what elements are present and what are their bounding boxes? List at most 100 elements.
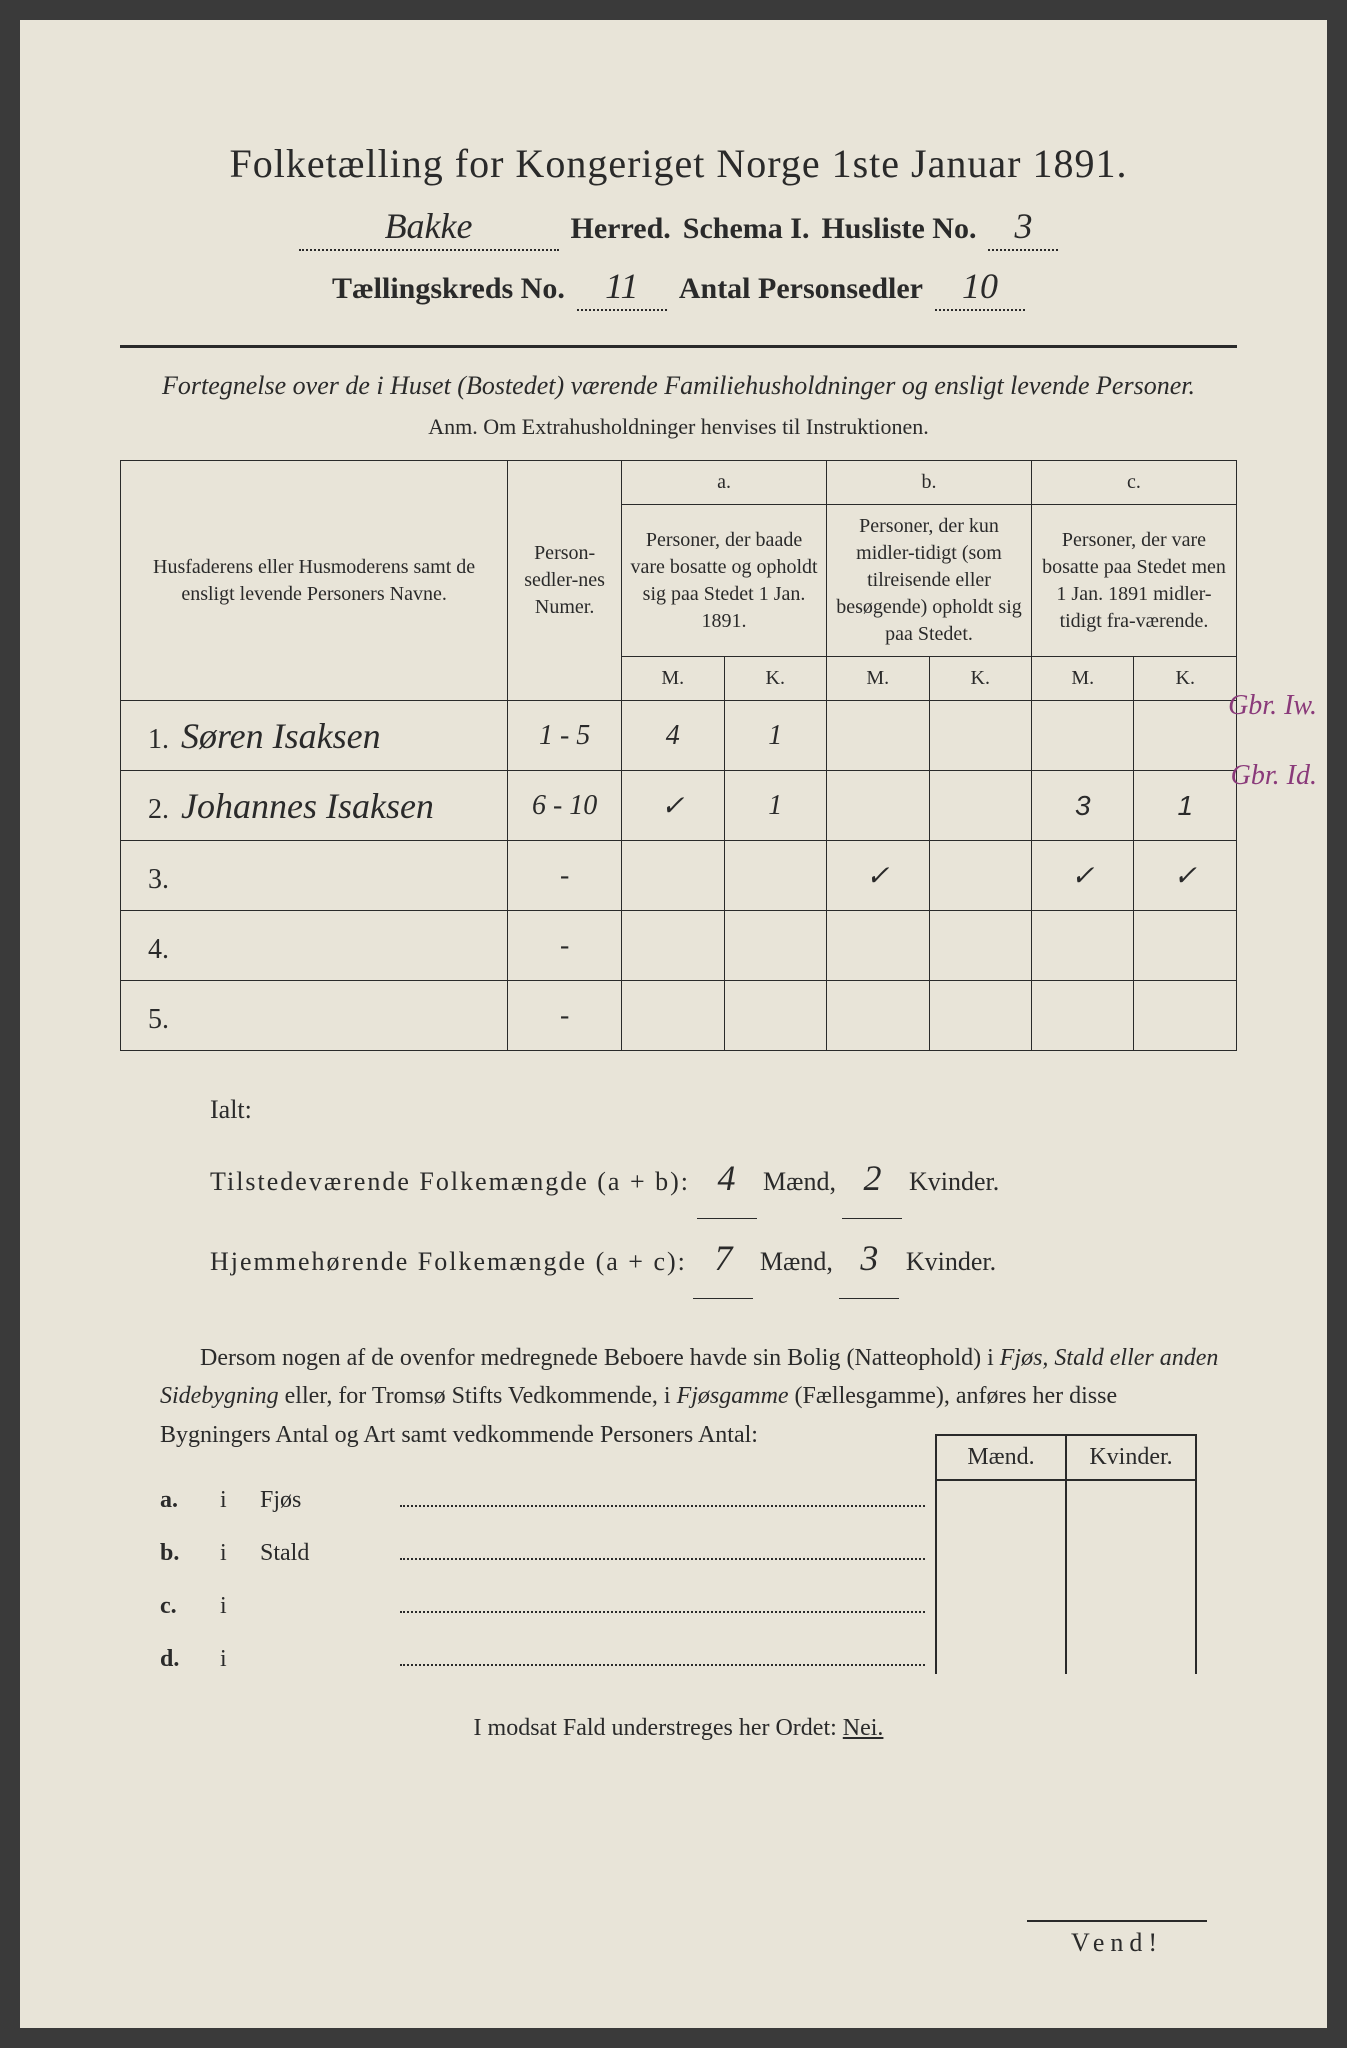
outbuild-row: b.iStald [160, 1527, 935, 1580]
outbuild-dots [400, 1505, 925, 1507]
cell-ak [724, 911, 826, 981]
outbuild-dots [400, 1611, 925, 1613]
outbuild-mk: Mænd. Kvinder. [935, 1434, 1197, 1674]
header-block: Bakke Herred. Schema I. Husliste No. 3 T… [120, 205, 1237, 348]
cell-num: - [508, 911, 622, 981]
cell-bk [929, 841, 1031, 911]
summary-1-m: 4 [697, 1139, 757, 1219]
summary-1-k: 2 [842, 1139, 902, 1219]
census-form-page: Folketælling for Kongeriget Norge 1ste J… [20, 20, 1327, 2028]
cell-cm: 3 [1031, 771, 1133, 841]
outbuild-label: Stald [260, 1527, 400, 1580]
modsat-line: I modsat Fald understreges her Ordet: Ne… [120, 1715, 1237, 1742]
outbuild-kvinder-hdr: Kvinder. [1067, 1444, 1195, 1481]
ialt-label: Ialt: [210, 1081, 1237, 1138]
th-am: M. [622, 657, 724, 701]
th-c-letter: c. [1031, 461, 1236, 505]
schema-label: Schema I. [683, 212, 810, 246]
cell-num: - [508, 981, 622, 1051]
summary-2-k: 3 [839, 1219, 899, 1299]
herred-value: Bakke [299, 205, 559, 251]
vend-footer: Vend! [1027, 1920, 1207, 1958]
para-1c: eller, for Tromsø Stifts Vedkommende, i [279, 1383, 677, 1409]
th-b-letter: b. [827, 461, 1032, 505]
page-title: Folketælling for Kongeriget Norge 1ste J… [120, 140, 1237, 187]
th-a-text: Personer, der baade vare bosatte og opho… [622, 505, 827, 657]
cell-am: ✓ [622, 771, 724, 841]
kreds-value: 11 [577, 265, 667, 311]
margin-annotation: Gbr. Iw. [1228, 690, 1317, 722]
outbuild-dots [400, 1664, 925, 1666]
outbuild-row: c.i [160, 1580, 935, 1633]
cell-ak [724, 841, 826, 911]
kvinder-label-2: Kvinder. [906, 1247, 996, 1276]
outbuild-tag: c. [160, 1580, 220, 1633]
cell-am: 4 [622, 701, 724, 771]
outbuild-rows: a.iFjøsb.iStaldc.id.i [160, 1474, 935, 1685]
margin-annotation: Gbr. Id. [1231, 760, 1317, 792]
outbuilding-table: a.iFjøsb.iStaldc.id.i Mænd. Kvinder. [160, 1474, 1197, 1685]
cell-ck: 1 [1134, 771, 1237, 841]
th-bm: M. [827, 657, 929, 701]
anm-note: Anm. Om Extrahusholdninger henvises til … [120, 414, 1237, 440]
th-name: Husfaderens eller Husmoderens samt de en… [121, 461, 508, 701]
th-a-letter: a. [622, 461, 827, 505]
cell-num: 1 - 5 [508, 701, 622, 771]
cell-name: 3. [121, 841, 508, 911]
cell-am [622, 981, 724, 1051]
outbuild-i: i [220, 1633, 260, 1686]
outbuild-tag: b. [160, 1527, 220, 1580]
summary-2-label: Hjemmehørende Folkemængde (a + c): [210, 1247, 687, 1276]
husliste-label: Husliste No. [821, 212, 976, 246]
table-row: 5.- [121, 981, 1237, 1051]
outbuild-dots [400, 1558, 925, 1560]
outbuild-label: Fjøs [260, 1474, 400, 1527]
cell-bk [929, 771, 1031, 841]
header-line-2: Tællingskreds No. 11 Antal Personsedler … [120, 265, 1237, 311]
antal-label: Antal Personsedler [679, 272, 923, 306]
antal-value: 10 [935, 265, 1025, 311]
cell-cm [1031, 701, 1133, 771]
cell-name: 2.Johannes Isaksen [121, 771, 508, 841]
para-1a: Dersom nogen af de ovenfor medregnede Be… [200, 1345, 1000, 1371]
cell-name: 1.Søren Isaksen [121, 701, 508, 771]
cell-name: 4. [121, 911, 508, 981]
cell-ak: 1 [724, 771, 826, 841]
outbuild-maend-col: Mænd. [937, 1436, 1067, 1674]
summary-1-label: Tilstedeværende Folkemængde (a + b): [210, 1167, 690, 1196]
cell-ck [1134, 701, 1237, 771]
maend-label-2: Mænd, [760, 1247, 833, 1276]
table-row: 2.Johannes Isaksen6 - 10✓131 [121, 771, 1237, 841]
th-ak: K. [724, 657, 826, 701]
cell-bm [827, 771, 929, 841]
table-row: 1.Søren Isaksen1 - 541 [121, 701, 1237, 771]
summary-block: Ialt: Tilstedeværende Folkemængde (a + b… [210, 1081, 1237, 1299]
cell-ck [1134, 911, 1237, 981]
outbuild-i: i [220, 1580, 260, 1633]
kvinder-label-1: Kvinder. [909, 1167, 999, 1196]
main-table: Husfaderens eller Husmoderens samt de en… [120, 460, 1237, 1051]
modsat-text: I modsat Fald understreges her Ordet: [474, 1715, 843, 1741]
maend-label-1: Mænd, [763, 1167, 836, 1196]
cell-ck: ✓ [1134, 841, 1237, 911]
th-ck: K. [1134, 657, 1237, 701]
cell-am [622, 911, 724, 981]
summary-line-1: Tilstedeværende Folkemængde (a + b): 4 M… [210, 1139, 1237, 1219]
summary-line-2: Hjemmehørende Folkemængde (a + c): 7 Mæn… [210, 1219, 1237, 1299]
outbuild-i: i [220, 1474, 260, 1527]
cell-bm [827, 911, 929, 981]
cell-bm [827, 981, 929, 1051]
cell-am [622, 841, 724, 911]
subtitle: Fortegnelse over de i Huset (Bostedet) v… [120, 368, 1237, 404]
para-1d: Fjøsgamme [677, 1383, 789, 1409]
cell-name: 5. [121, 981, 508, 1051]
outbuild-tag: d. [160, 1633, 220, 1686]
herred-label: Herred. [571, 212, 671, 246]
cell-ak: 1 [724, 701, 826, 771]
table-row: 4.- [121, 911, 1237, 981]
cell-bm: ✓ [827, 841, 929, 911]
nei-word: Nei. [843, 1715, 884, 1741]
th-cm: M. [1031, 657, 1133, 701]
cell-bm [827, 701, 929, 771]
cell-cm [1031, 981, 1133, 1051]
